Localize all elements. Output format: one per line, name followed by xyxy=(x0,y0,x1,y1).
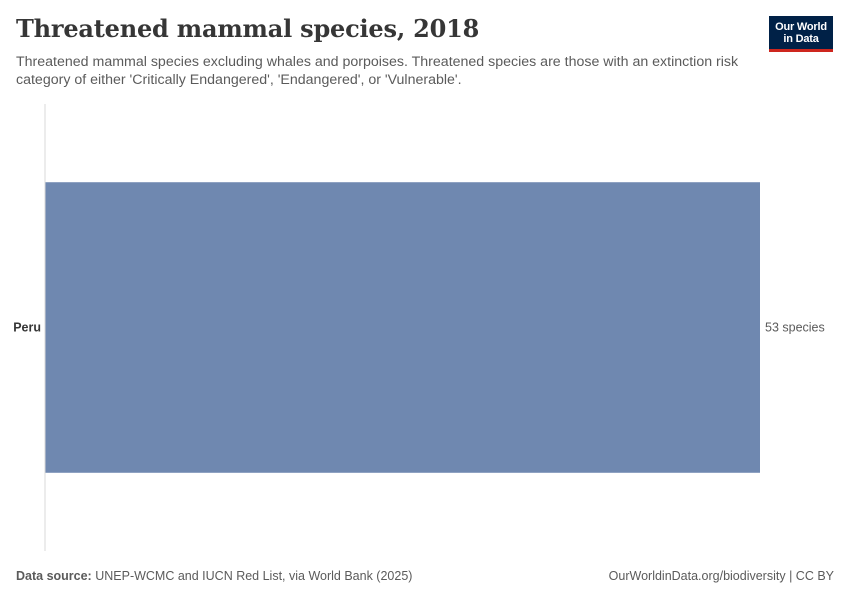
chart-subtitle: Threatened mammal species excluding whal… xyxy=(16,54,739,88)
logo-line-1: Our World xyxy=(775,20,827,33)
data-source-label: Data source: xyxy=(16,569,92,583)
chart-title: Threatened mammal species, 2018 xyxy=(16,14,480,43)
bar-peru[interactable] xyxy=(45,182,760,473)
category-label: Peru xyxy=(13,321,41,335)
logo-line-2: in Data xyxy=(783,32,819,45)
data-source: Data source: UNEP-WCMC and IUCN Red List… xyxy=(16,569,412,583)
source-url[interactable]: OurWorldinData.org/biodiversity | CC BY xyxy=(608,569,834,583)
value-label: 53 species xyxy=(765,321,825,335)
data-source-text[interactable]: UNEP-WCMC and IUCN Red List, via World B… xyxy=(95,569,413,583)
owid-logo[interactable]: Our World in Data xyxy=(769,16,833,52)
